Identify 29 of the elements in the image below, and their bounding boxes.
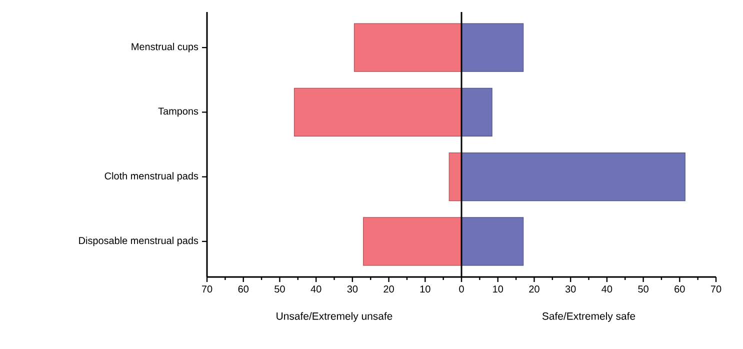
bar	[461, 152, 686, 202]
x-tick-label: 60	[238, 286, 249, 293]
x-tick-label: 60	[674, 286, 685, 293]
x-tick-label: 70	[710, 286, 722, 293]
x-tick-label: 50	[638, 286, 648, 293]
x-tick-label: 40	[602, 286, 612, 293]
bar	[354, 23, 462, 72]
x-tick-label: 20	[529, 286, 540, 293]
bar	[448, 152, 462, 202]
text: Unsafe/Extremely unsafe	[276, 312, 392, 322]
bar	[461, 23, 524, 72]
bar	[294, 88, 462, 136]
x-tick-label: 30	[347, 286, 358, 293]
x-tick-label: 0	[459, 286, 464, 293]
bar	[363, 217, 462, 266]
x-tick-label: 50	[274, 286, 285, 293]
y-tick-label: Menstrual cups	[132, 42, 198, 52]
x-tick-label: 40	[310, 286, 322, 293]
bar	[461, 88, 492, 136]
x-tick-label: 10	[420, 286, 430, 293]
y-tick-label: Disposable menstrual pads	[79, 236, 198, 246]
text: Safe/Extremely safe	[542, 312, 636, 322]
y-tick-label: Tampons	[158, 108, 198, 117]
x-tick-label: 30	[565, 286, 576, 293]
x-tick-label: 70	[202, 286, 212, 293]
x-tick-label: 10	[493, 286, 504, 293]
bar	[461, 217, 524, 266]
y-tick-label: Cloth menstrual pads	[104, 172, 198, 182]
x-tick-label: 20	[384, 286, 394, 293]
